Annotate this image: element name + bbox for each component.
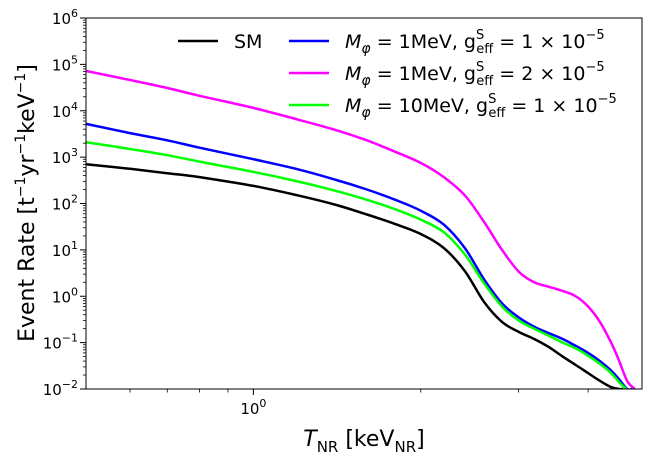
legend-label: Mφ = 1MeV, gS eff = 1 × 10−5: [345, 28, 605, 57]
legend-label: Mφ = 1MeV, gS eff = 2 × 10−5: [345, 60, 605, 89]
series-line-1: [86, 122, 633, 389]
legend-label: SM: [234, 31, 262, 53]
series-line-0: [86, 163, 623, 389]
y-tick-label: 101: [52, 239, 78, 260]
plot-frame: [85, 17, 643, 390]
series-line-2: [86, 69, 636, 389]
y-tick-label: 103: [52, 146, 78, 167]
series-line-3: [86, 140, 627, 389]
y-axis-title: Event Rate [t−1yr−1keV−1]: [13, 64, 40, 342]
y-tick-label: 100: [52, 285, 78, 306]
y-tick-label: 106: [52, 7, 78, 28]
legend-label: Mφ = 10MeV, gS eff = 1 × 10−5: [345, 92, 617, 121]
y-tick-label: 105: [52, 53, 78, 74]
y-tick-label: 10−1: [43, 332, 78, 353]
x-tick-label: 100: [240, 397, 266, 418]
x-axis-title: TNR [keVNR]: [303, 427, 424, 456]
y-tick-label: 104: [52, 100, 78, 121]
plot-area: [86, 18, 642, 389]
legend: SM Mφ = 1MeV, gS eff = 1 × 10−5 Mφ = 1MeV, …: [178, 28, 617, 121]
y-tick-label: 102: [52, 193, 78, 214]
y-tick-label: 10−2: [43, 378, 78, 399]
